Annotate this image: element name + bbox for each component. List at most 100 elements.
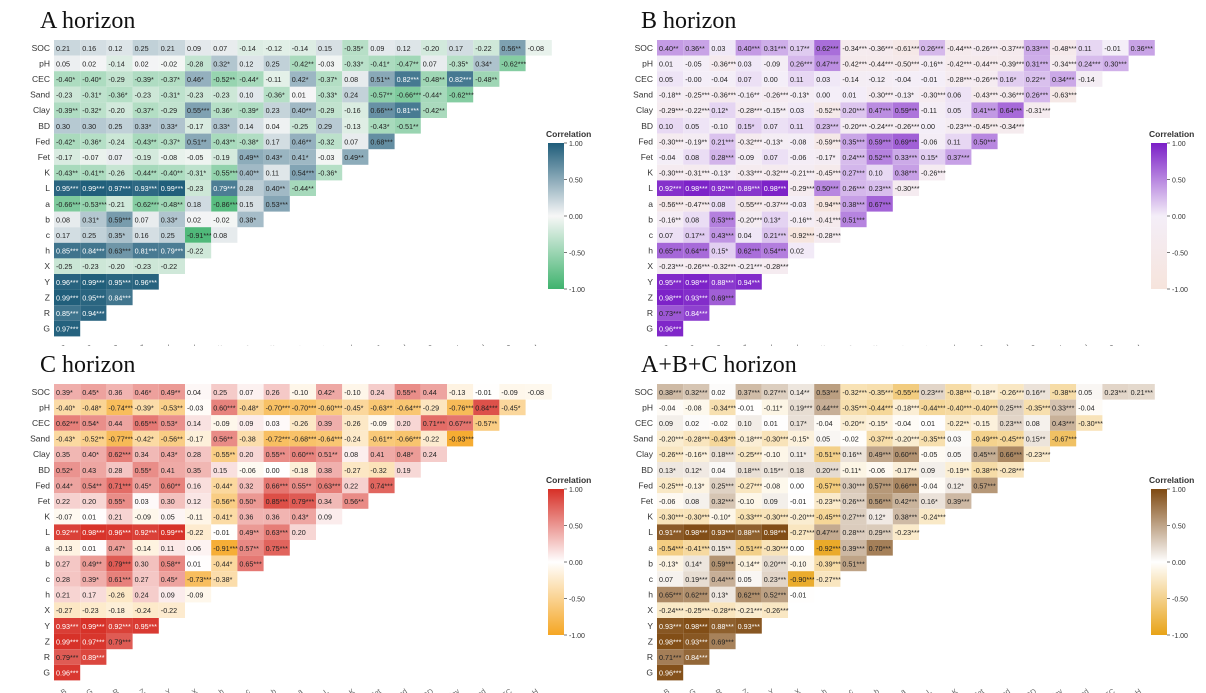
heatmap-cell [709,133,736,150]
heatmap-cell [892,118,919,134]
column-label: Fet [369,686,384,693]
heatmap-cell [919,149,946,165]
cell-value: -0.20 [108,106,124,115]
cell-value: -0.49*** [973,435,998,444]
row-label: X [44,261,50,271]
heatmap-cell [945,55,972,72]
heatmap-cell [761,71,788,87]
heatmap-cell [709,633,736,650]
row-label: L [648,183,653,193]
row-label: Z [45,292,50,302]
heatmap-cell [316,55,343,72]
cell-value: 0.45*** [973,450,996,459]
cell-value: -0.61*** [895,44,920,53]
cell-value: 0.59*** [869,137,892,146]
cell-value: -0.21*** [738,262,763,271]
cell-value: -0.23*** [895,528,920,537]
cell-value: 0.44 [423,388,437,397]
cell-value: -0.35* [344,44,363,53]
cell-value: 0.15* [738,122,755,131]
cell-value: 0.25 [108,122,122,131]
heatmap-cell [657,633,684,650]
cell-value: -0.42* [56,137,75,146]
cell-value: 0.79*** [213,184,236,193]
cell-value: 0.33* [161,215,178,224]
row-label: h [648,246,653,256]
heatmap-cell [54,524,81,540]
heatmap-cell [185,571,212,587]
heatmap-cell [735,86,762,103]
heatmap-cell [735,55,762,72]
cell-value: -0.13 [449,388,465,397]
column-label: R [714,686,724,693]
legend-tick-label: 0.00 [569,214,583,221]
heatmap-cell [394,71,421,87]
heatmap-cell [919,118,946,134]
heatmap-cell [316,149,343,165]
heatmap-cell [80,133,107,150]
heatmap-cell [106,133,133,150]
heatmap-cell [866,102,893,118]
cell-value: 0.27 [56,559,70,568]
heatmap-cell [185,586,212,603]
cell-value: 0.00 [790,481,804,490]
cell-value: 0.15** [711,544,731,553]
heatmap-cell [394,102,421,118]
cell-value: 0.25 [135,44,149,53]
heatmap-cell [683,524,710,540]
cell-value: 0.33* [161,122,178,131]
heatmap-cell [132,258,159,274]
row-label: CEC [635,74,653,84]
heatmap-cell [761,258,788,274]
heatmap-cell [683,571,710,587]
cell-value: -0.38*** [1052,388,1077,397]
heatmap-cell [919,477,946,494]
cell-value: -0.01 [475,388,491,397]
cell-value: 0.18*** [711,450,734,459]
heatmap-cell [788,586,815,603]
cell-value: -0.74*** [108,403,133,412]
heatmap-cell [814,180,841,196]
cell-value: 0.42* [292,75,309,84]
cell-value: -0.08 [764,481,780,490]
cell-value: 0.91*** [659,528,682,537]
cell-value: 0.25 [161,231,175,240]
cell-value: -0.41** [82,169,104,178]
cell-value: 0.18 [187,200,201,209]
legend-tick-label: -1.00 [1172,287,1188,294]
cell-value: -0.50*** [895,59,920,68]
cell-value: 0.55*** [187,106,210,115]
cell-value: -0.67*** [1052,435,1077,444]
heatmap-cell [709,602,736,618]
cell-value: -0.07 [56,513,72,522]
cell-value: 0.59*** [108,215,131,224]
cell-value: 0.13* [711,591,728,600]
heatmap-cell [342,102,369,118]
cell-value: 0.03 [790,106,804,115]
heatmap-cell [368,430,395,447]
heatmap-cell [106,211,133,228]
column-label: X [793,343,802,346]
heatmap-cell [211,508,238,525]
cell-value: -0.37* [135,106,154,115]
cell-value: 0.79*** [108,559,131,568]
row-label: G [646,324,653,334]
cell-value: -0.41* [370,59,389,68]
cell-value: -0.45*** [973,122,998,131]
heatmap-cell [735,586,762,603]
cell-value: -0.32*** [738,137,763,146]
cell-value: -0.23 [135,262,151,271]
cell-value: 0.63*** [318,481,341,490]
cell-value: 0.14 [239,122,253,131]
heatmap-cell [54,493,81,509]
heatmap-cell [735,462,762,478]
heatmap-cell [997,430,1024,447]
heatmap-cell [211,86,238,103]
cell-value: -0.30*** [659,513,684,522]
heatmap-cell [788,86,815,103]
heatmap-cell [657,118,684,134]
cell-value: 0.03 [947,435,961,444]
cell-value: 0.10 [239,91,253,100]
heatmap-cell [1023,415,1050,431]
cell-value: 0.63*** [266,528,289,537]
